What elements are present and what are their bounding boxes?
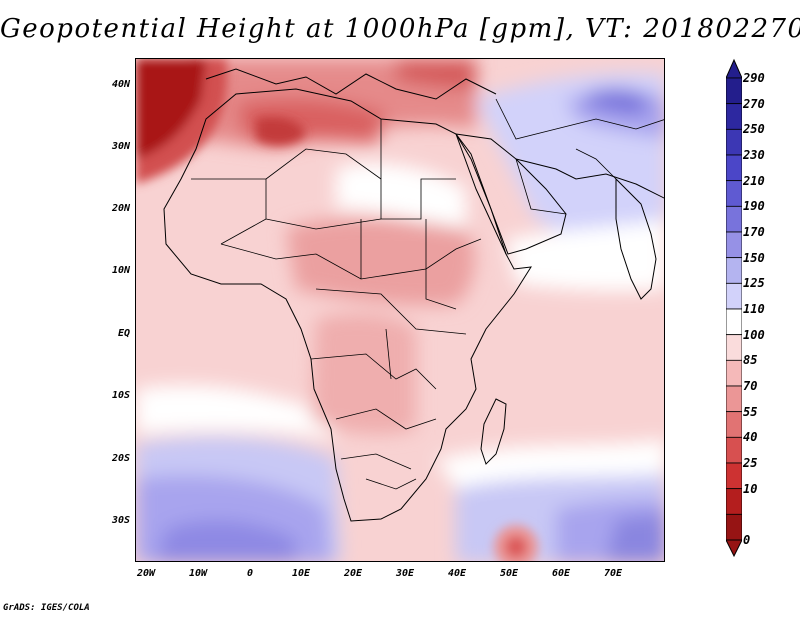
lon-label-60e: 60E — [551, 568, 571, 579]
colorbar-level-label: 0 — [743, 533, 751, 547]
lat-label-10n: 10N — [111, 265, 130, 276]
lat-label-20n: 20N — [111, 203, 130, 214]
colorbar-swatch — [726, 205, 742, 233]
lat-label-10s: 10S — [111, 390, 130, 401]
country-borders — [191, 98, 664, 490]
colorbar-level-label: 190 — [743, 199, 765, 214]
colorbar-level-label: 270 — [743, 96, 765, 111]
colorbar-swatch — [726, 462, 742, 490]
lat-label-40n: 40N — [111, 79, 130, 90]
lat-label-30n: 30N — [111, 141, 130, 152]
colorbar-level-label: 150 — [743, 250, 765, 265]
lat-label-30s: 30S — [111, 515, 130, 526]
colorbar-swatch — [726, 308, 742, 336]
colorbar-swatch — [726, 513, 742, 541]
colorbar-swatch — [726, 385, 742, 413]
colorbar-swatch — [726, 103, 742, 130]
colorbar-level-label: 230 — [743, 148, 765, 162]
colorbar-swatch — [726, 257, 742, 284]
colorbar-level-label: 70 — [743, 379, 758, 393]
colorbar-level-label: 55 — [743, 404, 758, 419]
colorbar-swatch — [726, 411, 742, 438]
colorbar-swatch — [726, 359, 742, 387]
lon-label-10e: 10E — [291, 568, 311, 579]
colorbar-bottom-arrow — [726, 539, 742, 558]
colorbar-level-label: 210 — [743, 173, 765, 188]
colorbar-swatch — [726, 282, 742, 310]
lon-label-40e: 40E — [447, 568, 467, 579]
colorbar-swatch — [726, 231, 742, 259]
map-field — [136, 59, 664, 561]
colorbar-swatch — [726, 436, 742, 464]
plot-title: Geopotential Height at 1000hPa [gpm], VT… — [0, 14, 800, 44]
lat-label-20s: 20S — [111, 453, 130, 464]
lon-label-30e: 30E — [395, 568, 415, 579]
colorbar-swatch — [726, 128, 742, 156]
colorbar-level-label: 40 — [743, 430, 758, 445]
colorbar-level-label: 100 — [743, 327, 765, 342]
colorbar-swatch — [726, 77, 742, 105]
colorbar-level-label: 250 — [743, 122, 765, 137]
lon-label-20w: 20W — [136, 568, 156, 579]
colorbar-level-label: 290 — [743, 71, 765, 85]
colorbar-swatch — [726, 180, 742, 207]
colorbar-level-label: 10 — [743, 481, 758, 496]
lon-label-50e: 50E — [499, 568, 519, 579]
colorbar-level-label: 125 — [743, 276, 765, 291]
height-field-shading — [136, 59, 664, 561]
northwest-atlantic-high — [136, 59, 538, 561]
lon-label-10w: 10W — [188, 568, 208, 579]
colorbar-top-arrow — [726, 58, 742, 79]
colorbar-level-label: 25 — [743, 456, 758, 470]
colorbar-level-label: 170 — [743, 225, 765, 239]
colorbar-level-label: 85 — [743, 353, 758, 368]
map-panel — [135, 58, 665, 562]
lon-label-0: 0 — [246, 568, 254, 579]
coastlines — [163, 68, 664, 522]
colorbar-swatch — [726, 334, 742, 361]
colorbar-swatch — [726, 488, 742, 515]
grads-credit: GrADS: IGES/COLA — [3, 603, 90, 613]
colorbar-level-label: 110 — [743, 302, 765, 316]
colorbar-swatch — [726, 154, 742, 182]
lon-label-20e: 20E — [343, 568, 363, 579]
lon-label-70e: 70E — [603, 568, 623, 579]
lat-label-eq: EQ — [117, 328, 130, 339]
colorbar — [726, 58, 742, 558]
